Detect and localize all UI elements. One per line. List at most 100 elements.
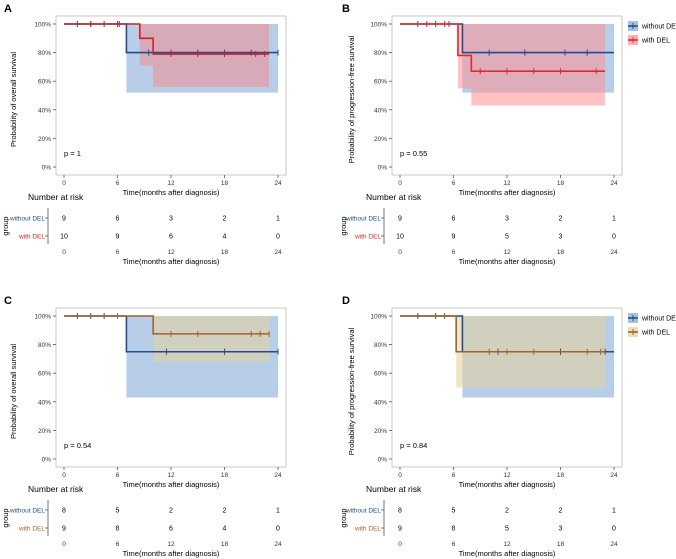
risk-x-tick-label: 24 [274,249,282,256]
y-tick-label: 60% [374,79,387,86]
risk-count: 0 [276,234,280,241]
y-tick-label: 40% [38,107,51,114]
risk-count: 9 [398,526,402,533]
risk-count: 8 [398,508,402,515]
risk-row-label: with DEL [354,234,381,241]
survival-curve-with-del [400,23,606,72]
risk-count: 6 [169,234,173,241]
risk-x-axis-title: Time(months after diagnosis) [123,549,220,558]
x-tick-label: 12 [503,180,511,187]
panel-letter: D [342,295,350,307]
y-tick-label: 40% [374,107,387,114]
risk-x-tick-label: 18 [557,541,565,548]
y-tick-label: 20% [38,136,51,143]
risk-table-ylabel: group [1,216,10,235]
survival-curve-with-del [64,315,270,335]
y-tick-label: 100% [34,314,51,321]
risk-count: 8 [452,526,456,533]
risk-row-label: without DEL [345,216,381,223]
y-axis-title: Probability of overall survival [9,52,18,147]
risk-x-axis-title: Time(months after diagnosis) [123,257,220,266]
risk-x-tick-label: 12 [503,541,511,548]
risk-count: 4 [223,234,227,241]
risk-count: 1 [276,216,280,223]
risk-x-tick-label: 0 [398,541,402,548]
risk-x-tick-label: 12 [503,249,511,256]
y-tick-label: 40% [38,399,51,406]
risk-count: 10 [60,234,68,241]
p-value: p = 0.55 [400,149,427,158]
y-axis-title: Probability of progression-free survival [347,327,356,455]
p-value: p = 0.84 [400,441,427,450]
ci-band-with-del [64,24,270,87]
x-tick-label: 0 [62,180,66,187]
panel-letter: C [4,295,12,307]
y-tick-label: 80% [38,50,51,57]
risk-count: 9 [62,526,66,533]
risk-x-tick-label: 6 [116,541,120,548]
risk-count: 9 [116,234,120,241]
x-axis-title: Time(months after diagnosis) [459,188,556,197]
survival-curve-with-del [400,315,606,353]
x-tick-label: 24 [274,472,282,479]
y-axis-title: Probability of overall survival [9,344,18,439]
y-tick-label: 0% [378,457,388,464]
risk-count: 2 [169,508,173,515]
y-tick-label: 60% [38,79,51,86]
risk-count: 6 [452,216,456,223]
y-tick-label: 60% [38,371,51,378]
risk-count: 6 [116,216,120,223]
risk-count: 3 [559,526,563,533]
risk-count: 9 [62,216,66,223]
risk-count: 0 [612,234,616,241]
x-tick-label: 0 [62,472,66,479]
risk-count: 3 [559,234,563,241]
risk-row-label: with DEL [354,526,381,533]
x-tick-label: 0 [398,472,402,479]
y-tick-label: 0% [42,165,52,172]
x-tick-label: 18 [557,180,565,187]
risk-count: 10 [396,234,404,241]
risk-count: 4 [223,526,227,533]
risk-table-title: Number at risk [28,192,84,202]
legend-label: without DEL [641,24,676,31]
x-tick-label: 18 [221,180,229,187]
risk-x-tick-label: 6 [452,541,456,548]
risk-count: 5 [505,234,509,241]
risk-x-tick-label: 12 [167,249,175,256]
panel-b: B 0% 20% 40% 60% 80% 100% 0 6 12 18 24 Time(months a… [339,3,676,266]
risk-x-tick-label: 24 [610,541,618,548]
risk-row-label: without DEL [345,508,381,515]
x-tick-label: 24 [610,180,618,187]
x-axis-title: Time(months after diagnosis) [123,480,220,489]
legend-label: with DEL [641,330,670,337]
risk-count: 6 [169,526,173,533]
risk-count: 0 [612,526,616,533]
ci-band-with-del [400,24,606,106]
risk-table-title: Number at risk [366,484,422,494]
risk-table-title: Number at risk [28,484,84,494]
panel-letter: B [342,3,350,15]
x-axis-title: Time(months after diagnosis) [123,188,220,197]
risk-count: 2 [505,508,509,515]
y-tick-label: 100% [34,22,51,29]
y-tick-label: 80% [374,50,387,57]
risk-count: 2 [559,508,563,515]
p-value: p = 0.54 [64,441,91,450]
risk-x-tick-label: 6 [452,249,456,256]
risk-count: 1 [612,508,616,515]
y-tick-label: 100% [370,22,387,29]
risk-x-tick-label: 0 [62,541,66,548]
y-tick-label: 0% [378,165,388,172]
x-tick-label: 24 [610,472,618,479]
ci-band-with-del [64,316,270,362]
y-tick-label: 20% [374,136,387,143]
risk-x-tick-label: 6 [116,249,120,256]
x-tick-label: 18 [557,472,565,479]
x-tick-label: 0 [398,180,402,187]
y-tick-label: 80% [38,342,51,349]
risk-row-label: with DEL [18,526,45,533]
